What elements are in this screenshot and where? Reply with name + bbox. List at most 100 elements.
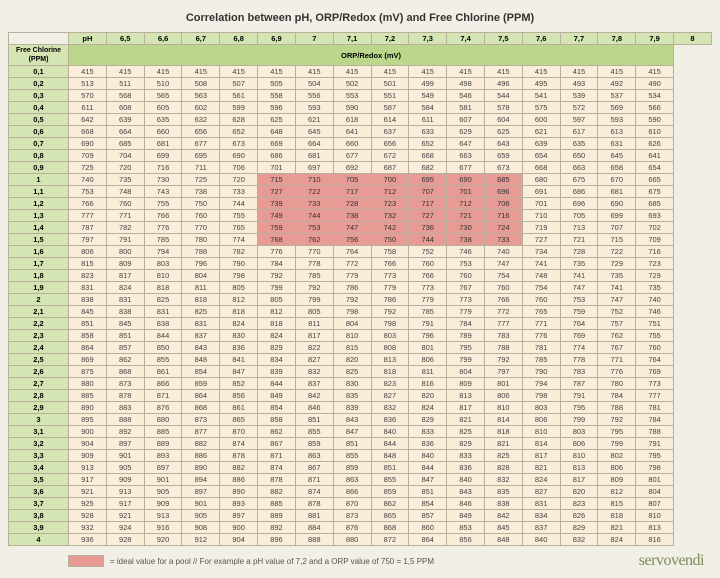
orp-cell: 888 bbox=[295, 534, 333, 546]
orp-cell: 897 bbox=[106, 438, 144, 450]
ph-column-header: 7,5 bbox=[484, 33, 522, 45]
orp-cell: 756 bbox=[333, 234, 371, 246]
orp-cell: 862 bbox=[106, 354, 144, 366]
orp-cell: 725 bbox=[182, 174, 220, 186]
orp-cell: 720 bbox=[220, 174, 258, 186]
orp-cell: 908 bbox=[182, 522, 220, 534]
orp-cell: 832 bbox=[371, 402, 409, 414]
orp-cell: 779 bbox=[447, 306, 485, 318]
orp-cell: 804 bbox=[636, 486, 674, 498]
orp-cell: 830 bbox=[220, 330, 258, 342]
orp-cell: 810 bbox=[144, 270, 182, 282]
orp-cell: 760 bbox=[447, 270, 485, 282]
orp-cell: 817 bbox=[106, 270, 144, 282]
orp-cell: 664 bbox=[106, 126, 144, 138]
orp-cell: 798 bbox=[522, 390, 560, 402]
orp-cell: 815 bbox=[598, 498, 636, 510]
free-chlorine-value: 3,2 bbox=[9, 438, 69, 450]
orp-cell: 792 bbox=[333, 294, 371, 306]
orp-cell: 893 bbox=[144, 450, 182, 462]
orp-cell: 778 bbox=[295, 258, 333, 270]
orp-cell: 836 bbox=[447, 462, 485, 474]
orp-cell: 859 bbox=[333, 462, 371, 474]
orp-cell: 722 bbox=[295, 186, 333, 198]
free-chlorine-value: 1,1 bbox=[9, 186, 69, 198]
orp-cell: 835 bbox=[333, 390, 371, 402]
table-row: 0,25135115105085075055045025014994984964… bbox=[9, 78, 712, 90]
orp-cell: 673 bbox=[484, 162, 522, 174]
orp-cell: 415 bbox=[295, 66, 333, 78]
orp-cell: 668 bbox=[69, 126, 107, 138]
orp-cell: 791 bbox=[106, 234, 144, 246]
orp-cell: 755 bbox=[220, 210, 258, 222]
orp-cell: 782 bbox=[220, 246, 258, 258]
orp-cell: 820 bbox=[409, 390, 447, 402]
orp-cell: 796 bbox=[409, 330, 447, 342]
orp-cell: 865 bbox=[371, 510, 409, 522]
orp-cell: 858 bbox=[69, 330, 107, 342]
orp-cell: 836 bbox=[371, 414, 409, 426]
orp-cell: 613 bbox=[598, 126, 636, 138]
orp-cell: 675 bbox=[636, 186, 674, 198]
orp-cell: 889 bbox=[258, 510, 296, 522]
orp-cell: 840 bbox=[371, 426, 409, 438]
orp-cell: 873 bbox=[182, 414, 220, 426]
orp-cell: 901 bbox=[106, 450, 144, 462]
table-row: 3,89289219139058978898818738658578498428… bbox=[9, 510, 712, 522]
orp-cell: 784 bbox=[598, 390, 636, 402]
free-chlorine-value: 2,8 bbox=[9, 390, 69, 402]
orp-cell: 794 bbox=[144, 246, 182, 258]
table-row: 2,18458388318258188128057987927857797727… bbox=[9, 306, 712, 318]
orp-cell: 770 bbox=[182, 222, 220, 234]
orp-cell: 496 bbox=[484, 78, 522, 90]
orp-cell: 747 bbox=[484, 258, 522, 270]
free-chlorine-value: 1 bbox=[9, 174, 69, 186]
orp-cell: 777 bbox=[636, 390, 674, 402]
orp-cell: 818 bbox=[220, 306, 258, 318]
orp-cell: 767 bbox=[598, 342, 636, 354]
orp-cell: 735 bbox=[636, 282, 674, 294]
orp-cell: 541 bbox=[522, 90, 560, 102]
orp-cell: 813 bbox=[636, 522, 674, 534]
orp-cell: 654 bbox=[522, 150, 560, 162]
orp-cell: 685 bbox=[484, 174, 522, 186]
orp-cell: 719 bbox=[522, 222, 560, 234]
orp-cell: 820 bbox=[560, 486, 598, 498]
orp-cell: 806 bbox=[522, 414, 560, 426]
orp-cell: 730 bbox=[144, 174, 182, 186]
orp-cell: 817 bbox=[522, 450, 560, 462]
orp-cell: 897 bbox=[220, 510, 258, 522]
orp-cell: 551 bbox=[371, 90, 409, 102]
orp-cell: 806 bbox=[69, 246, 107, 258]
free-chlorine-value: 0,2 bbox=[9, 78, 69, 90]
free-chlorine-value: 1,4 bbox=[9, 222, 69, 234]
table-row: 1,88238178108047987927857797737667607547… bbox=[9, 270, 712, 282]
orp-cell: 882 bbox=[258, 486, 296, 498]
orp-cell: 813 bbox=[447, 390, 485, 402]
free-chlorine-value: 0,3 bbox=[9, 90, 69, 102]
orp-cell: 882 bbox=[220, 462, 258, 474]
orp-cell: 805 bbox=[258, 294, 296, 306]
orp-cell: 857 bbox=[409, 510, 447, 522]
orp-cell: 561 bbox=[220, 90, 258, 102]
orp-cell: 628 bbox=[220, 114, 258, 126]
orp-cell: 776 bbox=[258, 246, 296, 258]
orp-cell: 873 bbox=[106, 378, 144, 390]
orp-cell: 712 bbox=[447, 198, 485, 210]
table-row: 0,35705685655635615585565535515495465445… bbox=[9, 90, 712, 102]
orp-cell: 747 bbox=[598, 294, 636, 306]
table-row: 2,38588518448378308248178108037967897837… bbox=[9, 330, 712, 342]
orp-cell: 832 bbox=[484, 474, 522, 486]
correlation-table: pH 6,56,66,76,86,977,17,27,37,47,57,67,7… bbox=[8, 32, 712, 546]
orp-cell: 773 bbox=[447, 294, 485, 306]
orp-cell: 821 bbox=[447, 414, 485, 426]
orp-cell: 864 bbox=[409, 534, 447, 546]
orp-cell: 781 bbox=[522, 342, 560, 354]
orp-cell: 883 bbox=[106, 402, 144, 414]
ph-column-header: 7 bbox=[295, 33, 333, 45]
orp-cell: 871 bbox=[144, 390, 182, 402]
orp-cell: 831 bbox=[106, 294, 144, 306]
orp-cell: 803 bbox=[522, 402, 560, 414]
orp-cell: 735 bbox=[560, 258, 598, 270]
orp-cell: 770 bbox=[295, 246, 333, 258]
